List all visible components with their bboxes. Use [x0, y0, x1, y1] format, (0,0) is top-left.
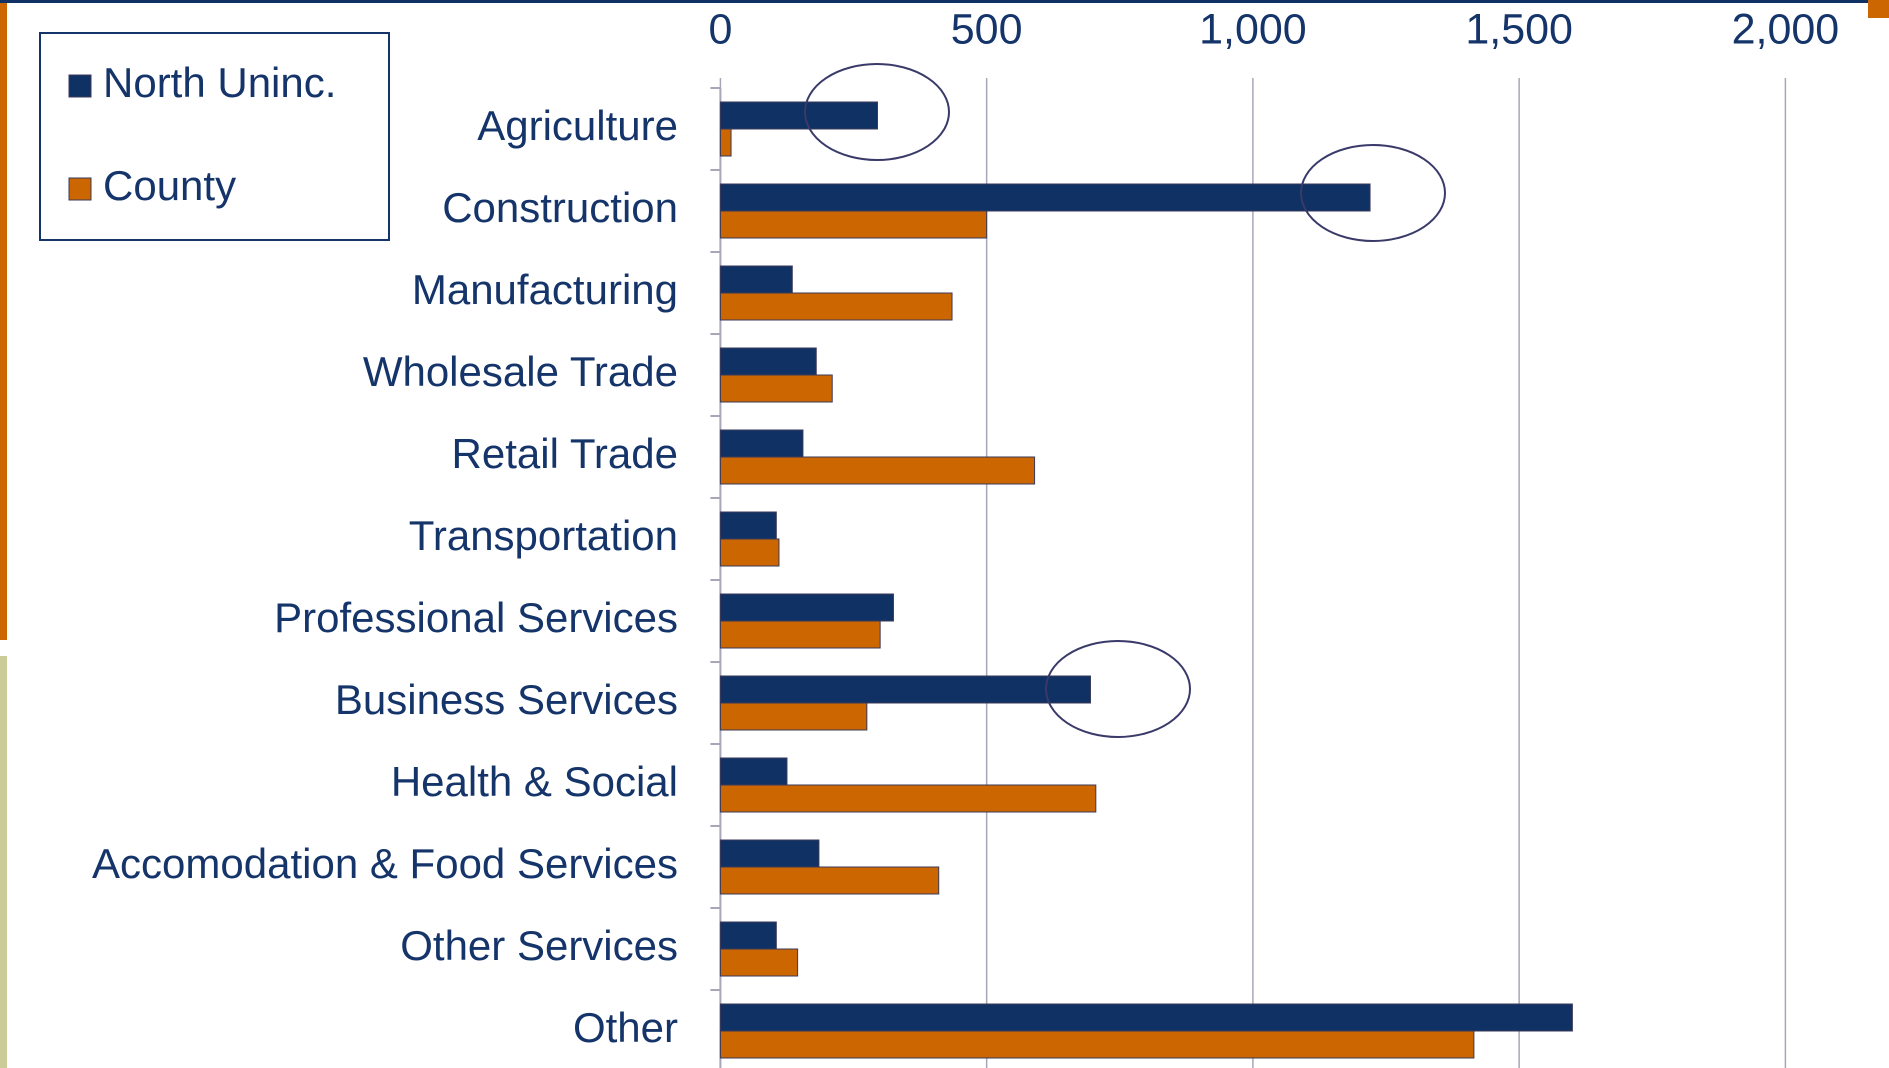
bar [719, 702, 868, 731]
bar [719, 921, 777, 950]
bar [719, 784, 1097, 813]
x-tick-label: 1,000 [1199, 5, 1307, 53]
plot: 0 500 1,000 1,500 2,000 Agriculture Constructi… [92, 5, 1839, 1068]
x-tick-label: 2,000 [1732, 5, 1840, 53]
bar [719, 101, 878, 130]
y-tick-label: Other Services [400, 922, 678, 969]
y-tick-label: Manufacturing [412, 266, 678, 313]
y-tick-label: Professional Services [274, 594, 678, 641]
bar [719, 456, 1036, 485]
y-tick-label: Transportation [409, 512, 678, 559]
bar [719, 210, 988, 239]
x-tick-label: 1,500 [1465, 5, 1573, 53]
bar [719, 866, 940, 895]
y-tick-label: Business Services [335, 676, 678, 723]
bar [719, 128, 732, 157]
legend [39, 32, 390, 241]
bar [719, 1030, 1475, 1059]
legend-label: County [103, 162, 236, 209]
bar [719, 1003, 1573, 1032]
y-tick-label: Agriculture [477, 102, 678, 149]
highlight-circle [804, 63, 950, 161]
bar [719, 183, 1371, 212]
x-tick-label: 500 [951, 5, 1023, 53]
bar [719, 374, 833, 403]
legend-label: North Uninc. [103, 59, 336, 106]
bar [719, 538, 780, 567]
y-tick-label: Accomodation & Food Services [92, 840, 678, 887]
y-tick-label: Construction [442, 184, 678, 231]
top-rule [0, 0, 1889, 3]
bar [719, 292, 953, 321]
bar [719, 839, 820, 868]
highlight-circle [1300, 144, 1446, 242]
bar [719, 511, 777, 540]
bar [719, 347, 817, 376]
corner-block [1868, 0, 1889, 18]
bar [719, 593, 894, 622]
bar [719, 757, 788, 786]
legend-swatch [68, 74, 92, 98]
x-tick-label: 0 [708, 5, 732, 53]
bar [719, 620, 881, 649]
bar [719, 429, 804, 458]
y-tick-label: Retail Trade [452, 430, 678, 477]
y-tick-label: Other [573, 1004, 678, 1051]
side-stripe [0, 0, 7, 640]
bar [719, 675, 1091, 704]
legend-swatch [68, 177, 92, 201]
y-tick-label: Wholesale Trade [363, 348, 678, 395]
highlight-circle [1045, 640, 1191, 738]
y-tick-label: Health & Social [391, 758, 678, 805]
side-stripe [0, 656, 7, 1068]
bar [719, 948, 799, 977]
bar [719, 265, 793, 294]
